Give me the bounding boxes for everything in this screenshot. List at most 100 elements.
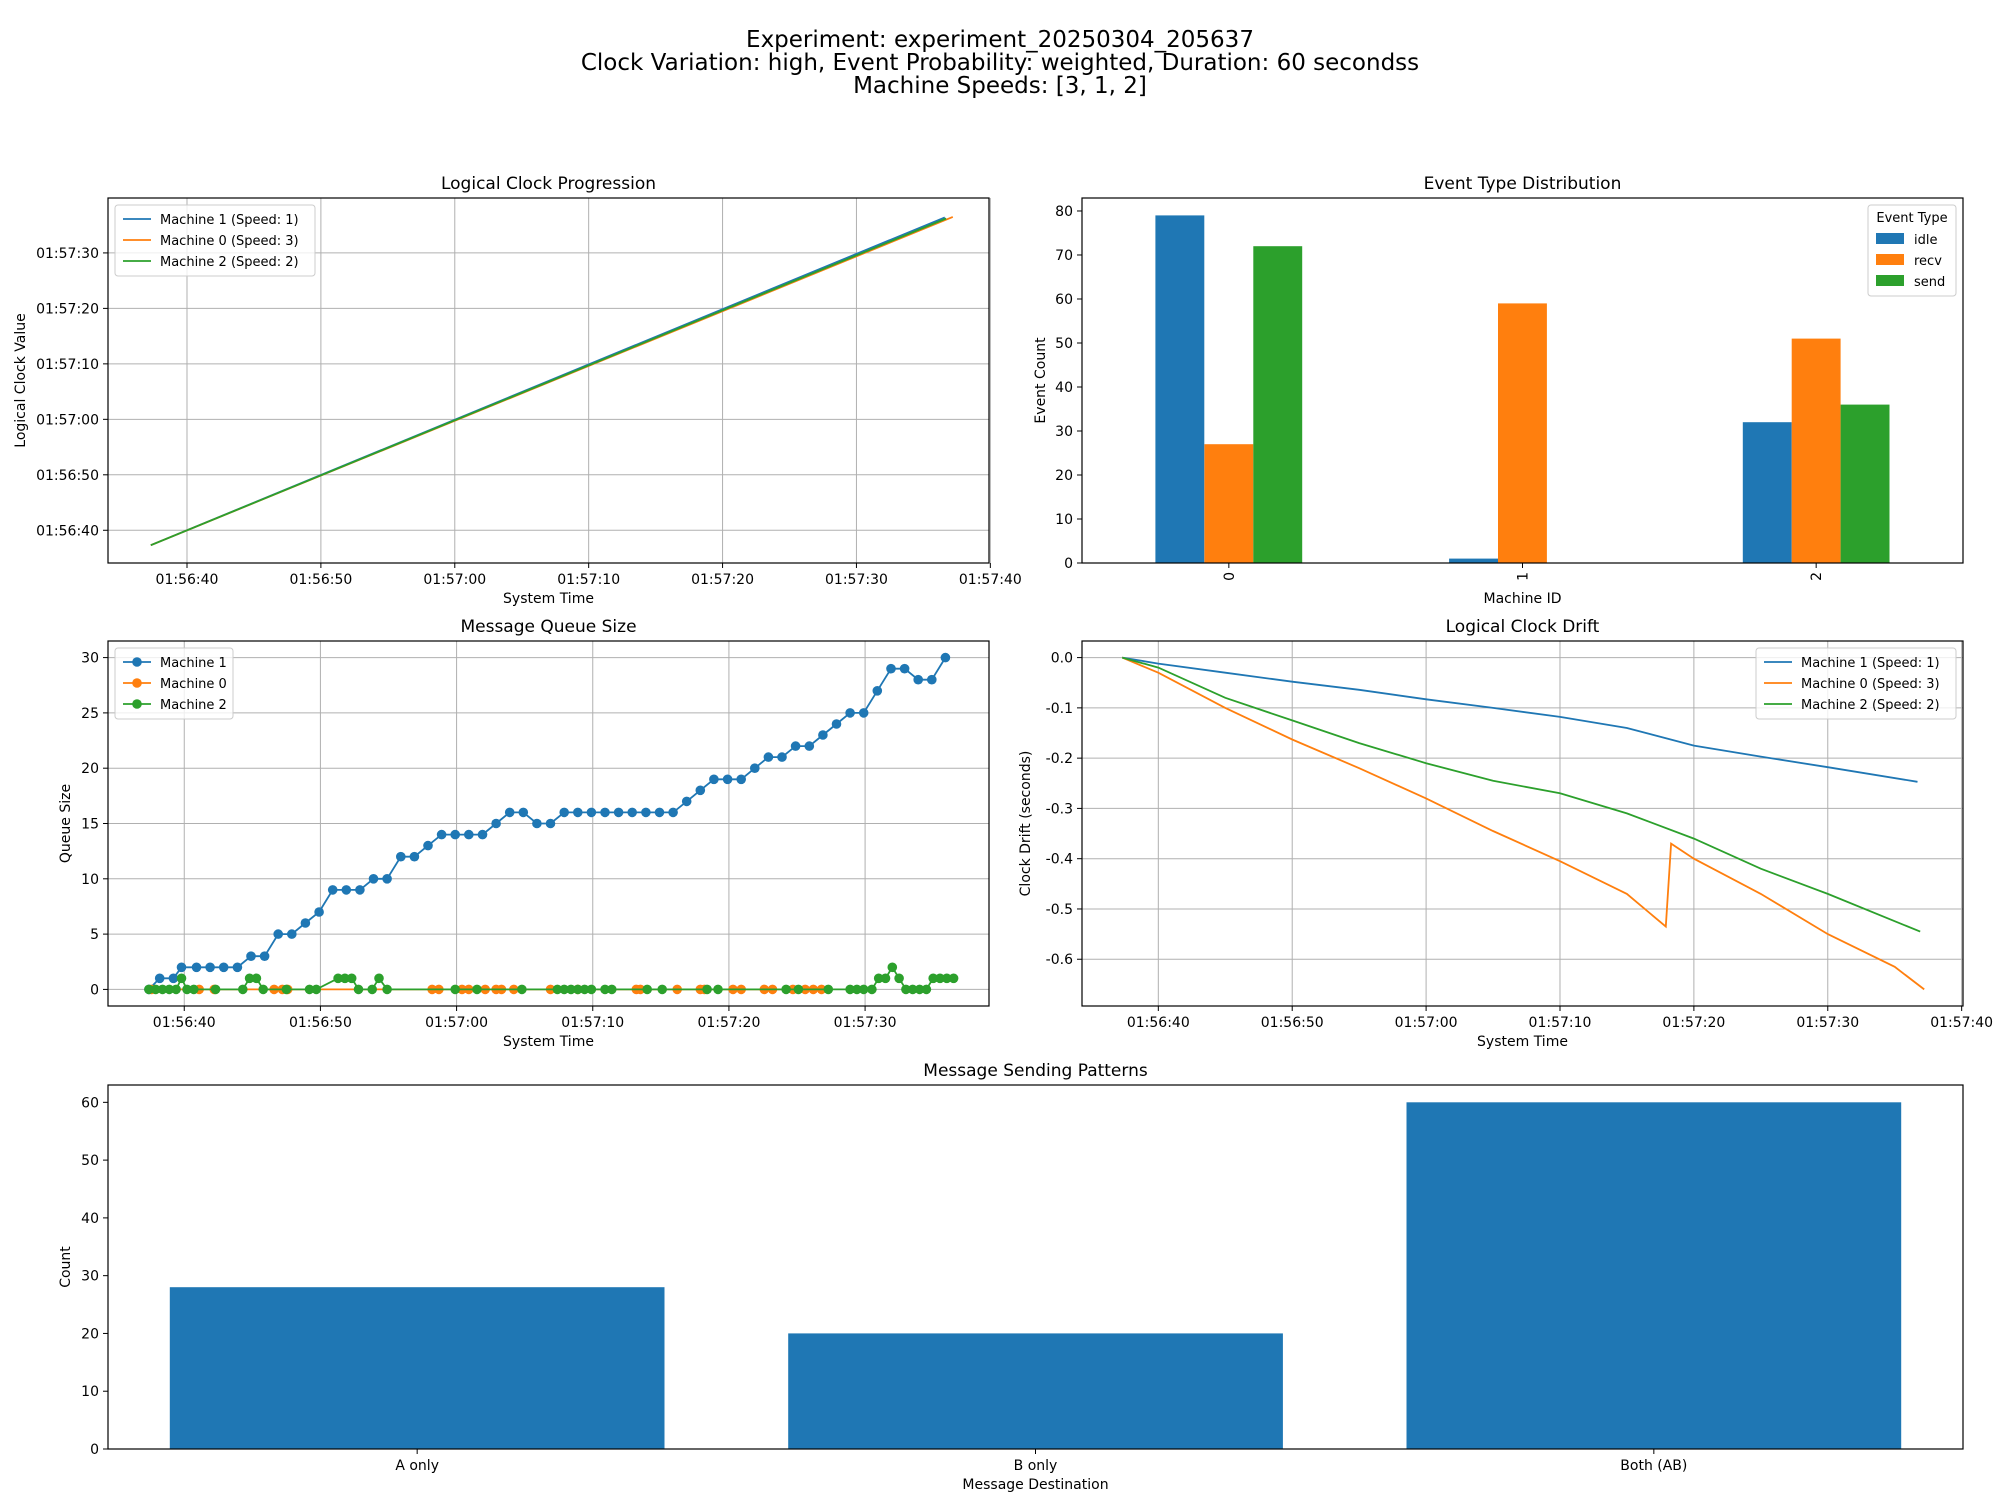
legend-entry: Machine 2 (Speed: 2)	[160, 255, 299, 270]
data-point	[409, 851, 420, 862]
data-point	[790, 741, 801, 751]
data-point	[144, 984, 154, 995]
data-point	[940, 652, 951, 663]
data-point	[314, 907, 324, 917]
legend-marker	[132, 678, 142, 688]
legend-swatch	[1876, 275, 1904, 286]
y-tick-label: 01:57:20	[36, 301, 99, 317]
data-point	[573, 807, 583, 818]
data-point	[642, 984, 652, 995]
x-tick-label: 01:57:00	[423, 572, 486, 588]
legend-entry: send	[1914, 275, 1945, 290]
bar-recv-1	[1498, 303, 1547, 563]
data-point	[777, 752, 787, 762]
chart-title: Message Sending Patterns	[923, 1061, 1148, 1081]
legend-entry: Machine 2 (Speed: 2)	[1801, 698, 1940, 713]
data-point	[948, 973, 959, 984]
data-point	[333, 973, 343, 984]
x-tick-label: 01:57:20	[1662, 1015, 1725, 1031]
y-tick-label: -0.4	[1046, 852, 1073, 868]
y-tick-label: -0.6	[1046, 952, 1073, 968]
data-point	[238, 984, 248, 995]
data-point	[559, 984, 569, 995]
data-point	[886, 663, 896, 674]
y-tick-label: 0.0	[1051, 651, 1073, 667]
data-point	[702, 984, 712, 995]
data-point	[823, 984, 834, 995]
x-tick-label: 01:57:30	[834, 1015, 897, 1031]
x-tick-label: 01:57:40	[1930, 1015, 1993, 1031]
data-point	[157, 984, 168, 995]
data-point	[831, 719, 842, 729]
data-point	[210, 984, 221, 995]
data-point	[681, 796, 692, 807]
data-point	[246, 951, 256, 961]
x-tick-label: 01:57:20	[691, 572, 754, 588]
data-point	[154, 973, 165, 984]
series-line-0	[1122, 656, 1918, 783]
x-tick-label: 01:57:10	[561, 1015, 624, 1031]
y-tick-label: 0	[90, 982, 99, 998]
x-tick-label: B only	[1014, 1458, 1058, 1474]
legend-entry: recv	[1914, 254, 1942, 269]
data-point	[654, 807, 665, 818]
data-point	[168, 973, 179, 984]
y-tick-label: 5	[90, 927, 99, 943]
data-point	[382, 984, 392, 995]
axes-frame	[107, 1084, 1964, 1450]
data-point	[423, 840, 433, 851]
data-point	[287, 929, 297, 939]
y-tick-label: 20	[1055, 468, 1073, 484]
data-point	[872, 686, 883, 696]
chart-title: Logical Clock Progression	[441, 174, 656, 194]
data-point	[150, 984, 161, 995]
y-tick-label: 01:56:50	[36, 468, 99, 484]
bar-send-2	[1840, 404, 1890, 563]
x-tick-label: 01:56:40	[156, 572, 219, 588]
y-axis-label: Event Count	[1033, 337, 1049, 424]
data-point	[750, 763, 760, 773]
data-point	[176, 973, 187, 984]
legend-entry: Machine 0 (Speed: 3)	[1801, 677, 1940, 692]
data-point	[901, 984, 911, 995]
legend-box	[1867, 204, 1957, 297]
data-point	[464, 829, 474, 840]
data-point	[472, 984, 482, 995]
data-point	[189, 984, 199, 995]
y-tick-label: 40	[1055, 380, 1073, 396]
legend-marker	[132, 699, 142, 709]
axes-frame	[1081, 640, 1964, 1007]
data-point	[887, 962, 898, 973]
x-axis-label: Message Destination	[962, 1477, 1108, 1493]
data-point	[641, 807, 651, 818]
chart-title: Logical Clock Drift	[1446, 617, 1600, 637]
series-line-2	[150, 217, 947, 547]
data-point	[722, 774, 733, 785]
x-tick-label: 01:57:00	[1395, 1015, 1458, 1031]
bar-A only	[169, 1287, 665, 1449]
legend-box	[1755, 647, 1957, 720]
data-point	[205, 962, 215, 973]
x-tick-label: 01:57:30	[1796, 1015, 1859, 1031]
logical-clock-chart: 01:56:40 01:56:50 01:57:00 01:57:10 01:57:20…	[13, 174, 1022, 607]
data-point	[367, 984, 378, 995]
legend-entry: Machine 2	[160, 698, 227, 713]
y-tick-label: 30	[81, 651, 99, 667]
x-tick-label: 01:56:40	[1127, 1015, 1190, 1031]
bar-idle-2	[1742, 422, 1792, 563]
x-tick-label: 1	[1516, 572, 1532, 581]
data-point	[532, 818, 542, 829]
bar-Both (AB)	[1406, 1102, 1902, 1449]
data-point	[600, 807, 610, 818]
data-point	[259, 951, 270, 961]
legend-box	[114, 204, 316, 277]
y-tick-label: 01:57:30	[36, 246, 99, 262]
y-axis-label: Logical Clock Value	[13, 313, 29, 447]
y-tick-label: 30	[1055, 424, 1073, 440]
data-point	[781, 984, 791, 995]
y-tick-label: 0	[90, 1442, 99, 1458]
data-point	[251, 973, 262, 984]
data-point	[450, 984, 461, 995]
x-tick-label: 01:57:10	[557, 572, 620, 588]
data-point	[477, 829, 488, 840]
